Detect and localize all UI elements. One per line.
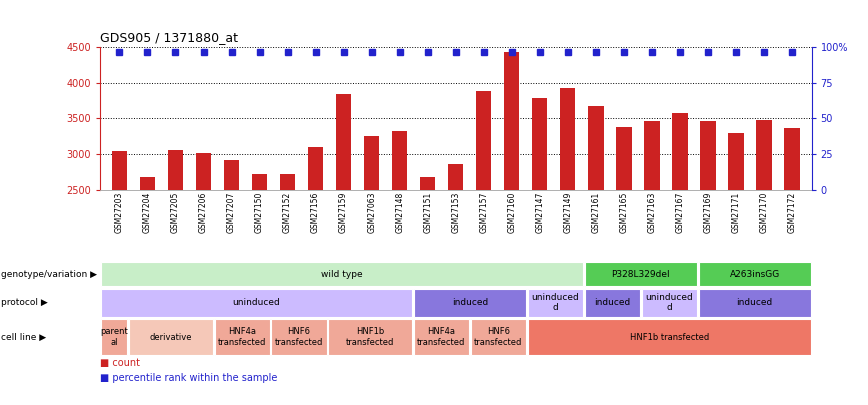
Text: uninduced: uninduced [233,298,280,307]
Text: GSM27147: GSM27147 [536,192,544,233]
Text: GSM27152: GSM27152 [283,192,292,233]
Text: HNF6
transfected: HNF6 transfected [275,328,323,347]
Text: HNF4a
transfected: HNF4a transfected [418,328,465,347]
Bar [336,94,352,190]
Bar [101,320,128,355]
Text: P328L329del: P328L329del [611,270,670,279]
Bar [328,320,412,355]
Text: GSM27170: GSM27170 [760,192,768,233]
Bar [101,262,583,286]
Text: GSM27165: GSM27165 [620,192,628,233]
Bar [585,262,697,286]
Text: GSM27206: GSM27206 [199,192,208,233]
Text: cell line ▶: cell line ▶ [1,333,46,342]
Text: GSM27203: GSM27203 [115,192,124,233]
Text: derivative: derivative [150,333,192,342]
Bar [641,289,697,317]
Text: wild type: wild type [321,270,363,279]
Bar [699,262,811,286]
Text: ■ count: ■ count [100,358,140,369]
Text: GSM27063: GSM27063 [367,192,376,233]
Bar [224,160,240,190]
Text: GSM27153: GSM27153 [451,192,460,233]
Text: genotype/variation ▶: genotype/variation ▶ [1,270,97,279]
Text: uninduced
d: uninduced d [645,293,694,312]
Bar [279,174,295,190]
Text: GSM27160: GSM27160 [507,192,516,233]
Text: GSM27204: GSM27204 [143,192,152,233]
Bar [308,147,323,190]
Bar [728,133,744,190]
Bar [504,51,519,190]
Text: GSM27149: GSM27149 [563,192,572,233]
Bar [129,320,213,355]
Bar [214,320,270,355]
Text: GSM27171: GSM27171 [732,192,740,233]
Bar [420,177,436,190]
Text: GSM27161: GSM27161 [591,192,601,233]
Bar [392,131,407,190]
Text: GSM27156: GSM27156 [311,192,320,233]
Bar [476,91,491,190]
Bar [672,113,687,190]
Text: GSM27151: GSM27151 [424,192,432,233]
Text: induced: induced [737,298,773,307]
Bar [112,151,127,190]
Text: GSM27169: GSM27169 [703,192,713,233]
Text: induced: induced [595,298,630,307]
Text: GSM27163: GSM27163 [648,192,656,233]
Bar [644,121,660,190]
Bar [532,98,548,190]
Bar [700,122,715,190]
Bar [616,127,632,190]
Text: HNF1b
transfected: HNF1b transfected [346,328,394,347]
Bar [560,87,575,190]
Bar [756,120,772,190]
Bar [414,289,526,317]
Text: GSM27150: GSM27150 [255,192,264,233]
Bar [528,320,811,355]
Bar [785,128,799,190]
Text: uninduced
d: uninduced d [531,293,579,312]
Text: protocol ▶: protocol ▶ [1,298,48,307]
Bar [699,289,811,317]
Bar [196,153,211,190]
Text: ■ percentile rank within the sample: ■ percentile rank within the sample [100,373,277,383]
Text: GDS905 / 1371880_at: GDS905 / 1371880_at [100,31,238,44]
Text: A263insGG: A263insGG [729,270,779,279]
Bar [414,320,469,355]
Text: GSM27159: GSM27159 [339,192,348,233]
Bar [589,106,603,190]
Text: GSM27157: GSM27157 [479,192,488,233]
Bar [528,289,583,317]
Text: GSM27207: GSM27207 [227,192,236,233]
Bar [448,164,464,190]
Text: GSM27148: GSM27148 [395,192,404,233]
Bar [168,150,183,190]
Text: induced: induced [452,298,488,307]
Text: HNF1b transfected: HNF1b transfected [629,333,709,342]
Text: HNF4a
transfected: HNF4a transfected [218,328,266,347]
Text: HNF6
transfected: HNF6 transfected [474,328,523,347]
Text: parent
al: parent al [100,328,128,347]
Bar [585,289,640,317]
Bar [101,289,412,317]
Text: GSM27205: GSM27205 [171,192,180,233]
Bar [364,136,379,190]
Bar [470,320,526,355]
Text: GSM27167: GSM27167 [675,192,684,233]
Bar [272,320,326,355]
Text: GSM27172: GSM27172 [787,192,797,233]
Bar [140,177,155,190]
Bar [252,174,267,190]
